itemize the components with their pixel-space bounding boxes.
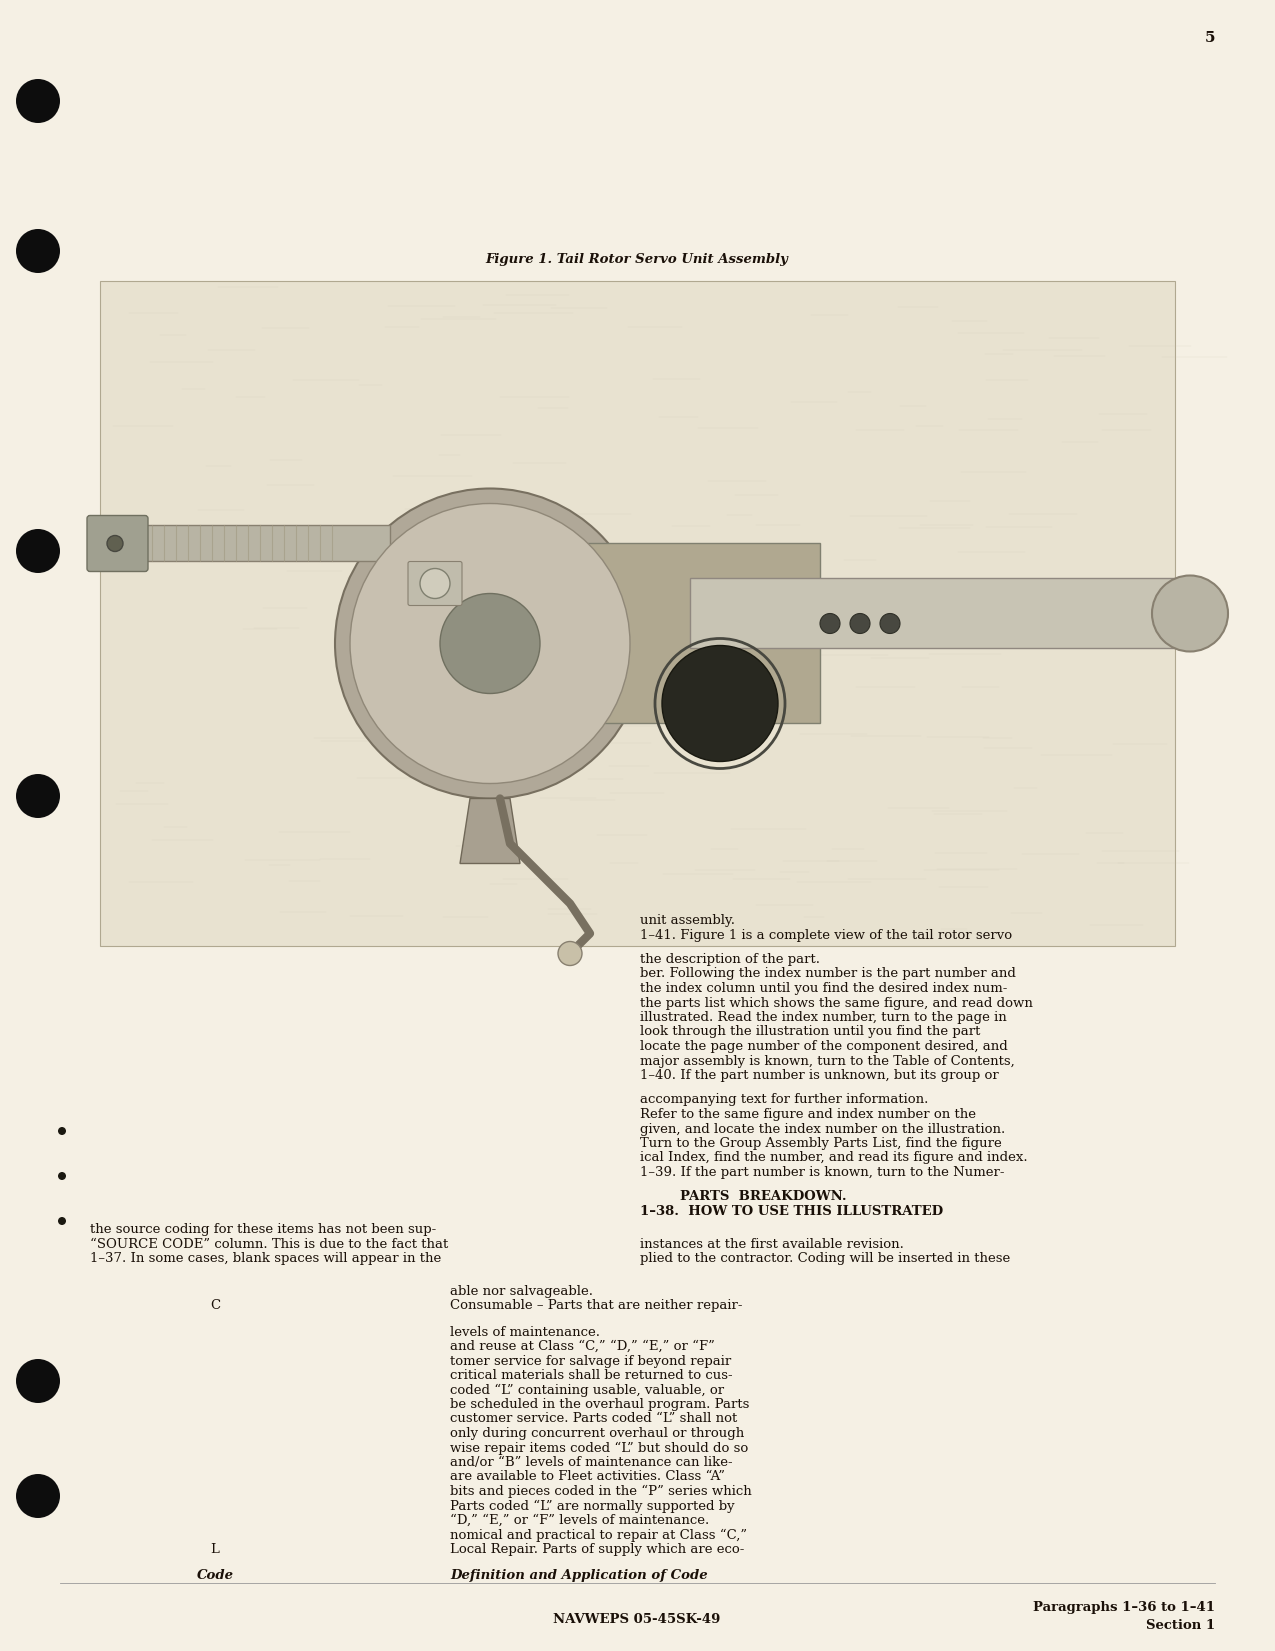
Text: the index column until you find the desired index num-: the index column until you find the desi… [640, 982, 1007, 996]
Circle shape [107, 535, 122, 551]
Text: instances at the first available revision.: instances at the first available revisio… [640, 1238, 904, 1250]
Text: “D,” “E,” or “F” levels of maintenance.: “D,” “E,” or “F” levels of maintenance. [450, 1514, 709, 1527]
Text: Parts coded “L” are normally supported by: Parts coded “L” are normally supported b… [450, 1499, 734, 1512]
Circle shape [880, 614, 900, 634]
Circle shape [558, 941, 581, 966]
Text: 1–40. If the part number is unknown, but its group or: 1–40. If the part number is unknown, but… [640, 1068, 998, 1081]
Text: Paragraphs 1–36 to 1–41: Paragraphs 1–36 to 1–41 [1033, 1601, 1215, 1615]
Text: Refer to the same figure and index number on the: Refer to the same figure and index numbe… [640, 1108, 975, 1121]
Circle shape [17, 79, 60, 124]
Text: nomical and practical to repair at Class “C,”: nomical and practical to repair at Class… [450, 1529, 747, 1542]
Text: NAVWEPS 05-45SK-49: NAVWEPS 05-45SK-49 [553, 1613, 720, 1626]
Text: given, and locate the index number on the illustration.: given, and locate the index number on th… [640, 1123, 1005, 1136]
Circle shape [17, 229, 60, 272]
Text: PARTS  BREAKDOWN.: PARTS BREAKDOWN. [680, 1190, 847, 1204]
Circle shape [440, 593, 541, 693]
Circle shape [850, 614, 870, 634]
Text: Definition and Application of Code: Definition and Application of Code [450, 1568, 708, 1582]
Circle shape [419, 568, 450, 599]
Text: only during concurrent overhaul or through: only during concurrent overhaul or throu… [450, 1426, 745, 1440]
Text: the source coding for these items has not been sup-: the source coding for these items has no… [91, 1223, 436, 1237]
Circle shape [57, 1172, 66, 1180]
Text: able nor salvageable.: able nor salvageable. [450, 1284, 593, 1298]
Text: ber. Following the index number is the part number and: ber. Following the index number is the p… [640, 967, 1016, 981]
Bar [99, 281, 1176, 946]
Text: illustrated. Read the index number, turn to the page in: illustrated. Read the index number, turn… [640, 1010, 1007, 1024]
Text: Figure 1. Tail Rotor Servo Unit Assembly: Figure 1. Tail Rotor Servo Unit Assembly [486, 253, 788, 266]
Text: accompanying text for further information.: accompanying text for further informatio… [640, 1093, 928, 1106]
Text: Section 1: Section 1 [1146, 1620, 1215, 1631]
Text: customer service. Parts coded “L” shall not: customer service. Parts coded “L” shall … [450, 1413, 737, 1425]
Text: the description of the part.: the description of the part. [640, 953, 820, 966]
Text: look through the illustration until you find the part: look through the illustration until you … [640, 1025, 980, 1038]
Text: 1–41. Figure 1 is a complete view of the tail rotor servo: 1–41. Figure 1 is a complete view of the… [640, 928, 1012, 941]
Text: L: L [210, 1544, 219, 1555]
Circle shape [17, 1474, 60, 1517]
Circle shape [335, 489, 645, 799]
Circle shape [820, 614, 840, 634]
Circle shape [17, 528, 60, 573]
Text: bits and pieces coded in the “P” series which: bits and pieces coded in the “P” series … [450, 1484, 752, 1497]
Text: and reuse at Class “C,” “D,” “E,” or “F”: and reuse at Class “C,” “D,” “E,” or “F” [450, 1341, 715, 1354]
Text: C: C [210, 1299, 221, 1313]
Text: and/or “B” levels of maintenance can like-: and/or “B” levels of maintenance can lik… [450, 1456, 733, 1469]
Text: 1–37. In some cases, blank spaces will appear in the: 1–37. In some cases, blank spaces will a… [91, 1251, 441, 1265]
Text: coded “L” containing usable, valuable, or: coded “L” containing usable, valuable, o… [450, 1384, 724, 1397]
Text: are available to Fleet activities. Class “A”: are available to Fleet activities. Class… [450, 1471, 725, 1484]
Text: tomer service for salvage if beyond repair: tomer service for salvage if beyond repa… [450, 1354, 732, 1367]
Text: 5: 5 [1205, 31, 1215, 45]
Polygon shape [460, 799, 520, 863]
Circle shape [57, 1217, 66, 1225]
FancyBboxPatch shape [87, 515, 148, 571]
Text: Turn to the Group Assembly Parts List, find the figure: Turn to the Group Assembly Parts List, f… [640, 1138, 1002, 1151]
Bar [541, 543, 820, 723]
Text: Code: Code [196, 1568, 233, 1582]
Text: 1–39. If the part number is known, turn to the Numer-: 1–39. If the part number is known, turn … [640, 1166, 1005, 1179]
Bar [140, 525, 390, 561]
Text: critical materials shall be returned to cus-: critical materials shall be returned to … [450, 1369, 733, 1382]
Text: locate the page number of the component desired, and: locate the page number of the component … [640, 1040, 1007, 1053]
Circle shape [17, 1359, 60, 1403]
Circle shape [1153, 576, 1228, 652]
FancyBboxPatch shape [408, 561, 462, 606]
Text: the parts list which shows the same figure, and read down: the parts list which shows the same figu… [640, 997, 1033, 1009]
Circle shape [662, 646, 778, 761]
Text: 1–38.  HOW TO USE THIS ILLUSTRATED: 1–38. HOW TO USE THIS ILLUSTRATED [640, 1205, 944, 1218]
Text: levels of maintenance.: levels of maintenance. [450, 1326, 601, 1339]
Text: ical Index, find the number, and read its figure and index.: ical Index, find the number, and read it… [640, 1151, 1028, 1164]
Text: “SOURCE CODE” column. This is due to the fact that: “SOURCE CODE” column. This is due to the… [91, 1238, 449, 1250]
Circle shape [17, 774, 60, 817]
Text: be scheduled in the overhaul program. Parts: be scheduled in the overhaul program. Pa… [450, 1398, 750, 1412]
Text: unit assembly.: unit assembly. [640, 915, 734, 926]
Circle shape [351, 504, 630, 784]
Text: wise repair items coded “L” but should do so: wise repair items coded “L” but should d… [450, 1441, 748, 1455]
Text: plied to the contractor. Coding will be inserted in these: plied to the contractor. Coding will be … [640, 1251, 1010, 1265]
Bar [690, 578, 1190, 649]
Text: major assembly is known, turn to the Table of Contents,: major assembly is known, turn to the Tab… [640, 1055, 1015, 1068]
Text: Local Repair. Parts of supply which are eco-: Local Repair. Parts of supply which are … [450, 1544, 745, 1555]
Text: Consumable – Parts that are neither repair-: Consumable – Parts that are neither repa… [450, 1299, 742, 1313]
Circle shape [57, 1128, 66, 1134]
